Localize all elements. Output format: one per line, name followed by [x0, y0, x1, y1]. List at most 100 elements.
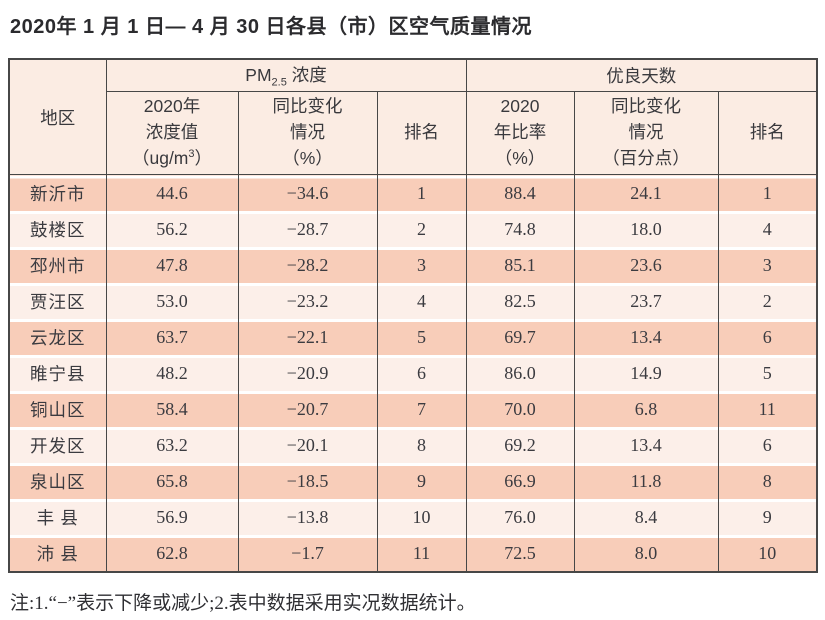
- cell-pm-rank: 2: [376, 211, 467, 247]
- cell-days-rank: 6: [717, 427, 818, 463]
- cell-pm-change: −23.2: [237, 283, 378, 319]
- cell-days-rate: 86.0: [465, 355, 575, 391]
- cell-region: 睢宁县: [8, 355, 107, 391]
- cell-pm-change: −22.1: [237, 319, 378, 355]
- unit-superscript: 3: [188, 148, 195, 161]
- cell-pm-value: 62.8: [105, 535, 239, 572]
- cell-pm-change: −20.9: [237, 355, 378, 391]
- cell-pm-value: 56.9: [105, 499, 239, 535]
- cell-days-rank: 3: [717, 247, 818, 283]
- cell-pm-rank: 1: [376, 174, 467, 211]
- cell-days-rate: 76.0: [465, 499, 575, 535]
- pm-label: PM: [245, 65, 272, 86]
- group-header-pm25: PM2.5 浓度: [105, 58, 467, 92]
- cell-pm-rank: 8: [376, 427, 467, 463]
- cell-pm-change: −20.7: [237, 391, 378, 427]
- cell-days-rank: 6: [717, 319, 818, 355]
- cell-days-rank: 2: [717, 283, 818, 319]
- cell-days-change: 13.4: [573, 427, 719, 463]
- cell-days-rate: 85.1: [465, 247, 575, 283]
- header-line: 浓度值: [145, 122, 199, 143]
- cell-pm-rank: 11: [376, 535, 467, 572]
- group-header-good-days: 优良天数: [465, 58, 818, 92]
- cell-pm-rank: 9: [376, 463, 467, 499]
- cell-pm-change: −1.7: [237, 535, 378, 572]
- page-title: 2020年 1 月 1 日— 4 月 30 日各县（市）区空气质量情况: [10, 16, 533, 38]
- header-line: 年比率: [493, 122, 547, 143]
- cell-days-rank: 10: [717, 535, 818, 572]
- cell-pm-change: −28.7: [237, 211, 378, 247]
- cell-days-change: 8.4: [573, 499, 719, 535]
- table-row: 铜山区 58.4 −20.7 7 70.0 6.8 11: [8, 391, 818, 427]
- header-sub-row: 2020年 浓度值 （ug/m3） 同比变化 情况 （%） 排名 2020 年比…: [9, 91, 818, 175]
- cell-pm-change: −13.8: [237, 499, 378, 535]
- cell-pm-change: −28.2: [237, 247, 378, 283]
- column-header-pm-change: 同比变化 情况 （%）: [237, 91, 378, 175]
- cell-pm-value: 53.0: [105, 283, 239, 319]
- cell-pm-value: 48.2: [105, 355, 239, 391]
- cell-pm-rank: 3: [376, 247, 467, 283]
- table-row: 贾汪区 53.0 −23.2 4 82.5 23.7 2: [8, 283, 818, 319]
- cell-pm-rank: 6: [376, 355, 467, 391]
- cell-days-rate: 88.4: [465, 174, 575, 211]
- cell-days-rate: 66.9: [465, 463, 575, 499]
- cell-days-change: 6.8: [573, 391, 719, 427]
- header-line: （百分点）: [602, 147, 690, 168]
- cell-pm-value: 65.8: [105, 463, 239, 499]
- header-group-row: 地区 PM2.5 浓度 优良天数: [8, 58, 818, 175]
- header-line: （%）: [494, 147, 546, 168]
- cell-days-rate: 72.5: [465, 535, 575, 572]
- cell-days-change: 11.8: [573, 463, 719, 499]
- cell-region: 铜山区: [8, 391, 107, 427]
- cell-pm-rank: 10: [376, 499, 467, 535]
- cell-days-change: 24.1: [573, 174, 719, 211]
- cell-pm-rank: 7: [376, 391, 467, 427]
- cell-days-change: 14.9: [573, 355, 719, 391]
- cell-pm-change: −34.6: [237, 174, 378, 211]
- cell-days-rank: 9: [717, 499, 818, 535]
- header-line: （ug/m: [131, 147, 189, 168]
- column-header-region: 地区: [8, 58, 107, 175]
- cell-days-rank: 5: [717, 355, 818, 391]
- table-header: 地区 PM2.5 浓度 优良天数 2020年 浓度值 （ug/m3） 同比变化 …: [8, 58, 818, 175]
- cell-pm-rank: 4: [376, 283, 467, 319]
- cell-region: 沛 县: [8, 535, 107, 572]
- cell-pm-value: 58.4: [105, 391, 239, 427]
- header-line: （%）: [282, 147, 333, 168]
- column-header-days-rank: 排名: [717, 91, 818, 175]
- cell-days-rank: 4: [717, 211, 818, 247]
- table-row: 泉山区 65.8 −18.5 9 66.9 11.8 8: [8, 463, 818, 499]
- cell-days-change: 8.0: [573, 535, 719, 572]
- cell-pm-value: 56.2: [105, 211, 239, 247]
- cell-region: 云龙区: [8, 319, 107, 355]
- table-row: 睢宁县 48.2 −20.9 6 86.0 14.9 5: [8, 355, 818, 391]
- cell-region: 泉山区: [8, 463, 107, 499]
- cell-days-change: 13.4: [573, 319, 719, 355]
- column-header-pm-value: 2020年 浓度值 （ug/m3）: [105, 91, 239, 175]
- header-line: 情况: [628, 122, 664, 143]
- cell-days-rank: 8: [717, 463, 818, 499]
- table-row: 新沂市 44.6 −34.6 1 88.4 24.1 1: [8, 174, 818, 211]
- cell-days-change: 23.6: [573, 247, 719, 283]
- cell-region: 贾汪区: [8, 283, 107, 319]
- table-body: 新沂市 44.6 −34.6 1 88.4 24.1 1 鼓楼区 56.2 −2…: [8, 174, 818, 572]
- header-line: ）: [194, 147, 213, 168]
- cell-region: 新沂市: [8, 174, 107, 211]
- pm-subscript: 2.5: [271, 76, 287, 89]
- header-line: 同比变化: [272, 96, 343, 117]
- cell-days-rate: 69.7: [465, 319, 575, 355]
- cell-pm-value: 63.7: [105, 319, 239, 355]
- cell-days-change: 18.0: [573, 211, 719, 247]
- cell-days-rate: 70.0: [465, 391, 575, 427]
- cell-pm-change: −18.5: [237, 463, 378, 499]
- cell-region: 开发区: [8, 427, 107, 463]
- column-header-days-rate: 2020 年比率 （%）: [465, 91, 575, 175]
- header-line: 情况: [290, 122, 325, 143]
- column-header-days-change: 同比变化 情况 （百分点）: [573, 91, 719, 175]
- header-line: 2020: [500, 96, 540, 117]
- cell-days-rate: 82.5: [465, 283, 575, 319]
- table-row: 开发区 63.2 −20.1 8 69.2 13.4 6: [8, 427, 818, 463]
- cell-days-rate: 74.8: [465, 211, 575, 247]
- column-header-pm-rank: 排名: [376, 91, 467, 175]
